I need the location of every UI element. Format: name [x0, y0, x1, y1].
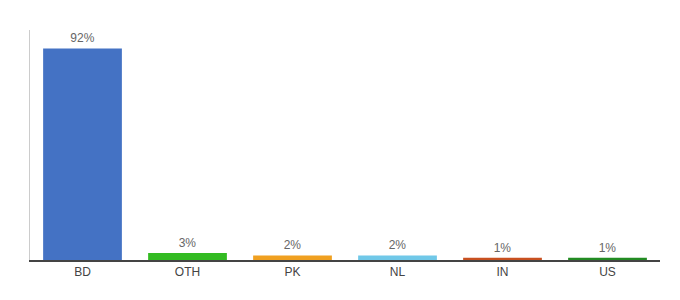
svg-text:2%: 2%	[284, 238, 302, 252]
svg-text:OTH: OTH	[175, 265, 200, 279]
svg-text:3%: 3%	[179, 236, 197, 250]
svg-text:1%: 1%	[494, 241, 512, 255]
svg-text:PK: PK	[284, 265, 300, 279]
svg-text:2%: 2%	[389, 238, 407, 252]
svg-text:1%: 1%	[599, 241, 617, 255]
svg-text:BD: BD	[74, 265, 91, 279]
svg-text:IN: IN	[497, 265, 509, 279]
svg-text:US: US	[599, 265, 616, 279]
svg-text:NL: NL	[390, 265, 406, 279]
svg-text:92%: 92%	[70, 31, 94, 45]
